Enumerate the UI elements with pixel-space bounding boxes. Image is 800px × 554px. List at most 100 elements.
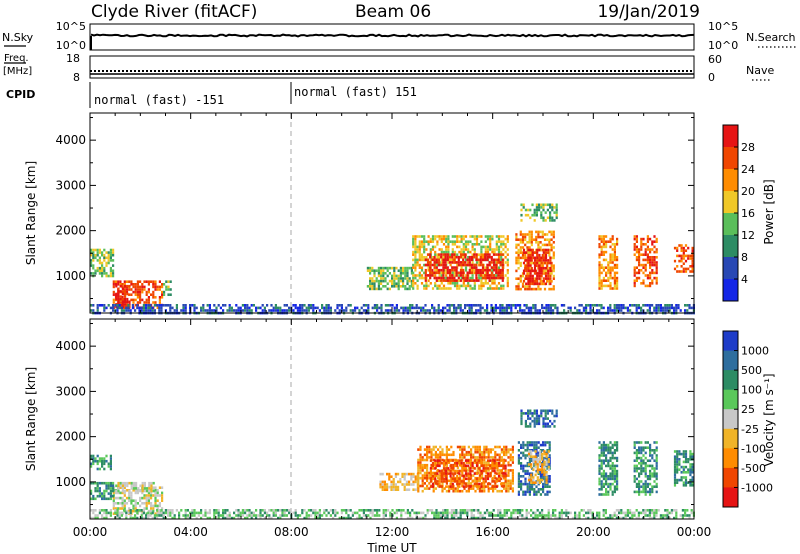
power-echo-cell	[116, 306, 119, 310]
power-echo-cell	[414, 235, 417, 238]
power-echo-cell	[538, 259, 541, 262]
velocity-echo-cell	[530, 450, 533, 453]
power-echo-cell	[555, 213, 558, 217]
power-echo-cell	[169, 306, 172, 310]
power-echo-cell	[609, 274, 612, 277]
velocity-echo-cell	[544, 422, 547, 426]
power-echo-cell	[418, 243, 421, 246]
power-echo-cell	[635, 271, 638, 275]
power-echo-cell	[257, 306, 260, 310]
velocity-echo-cell	[555, 409, 558, 413]
power-echo-cell	[607, 309, 610, 312]
power-echo-cell	[453, 253, 456, 256]
power-echo-cell	[633, 243, 636, 246]
power-echo-cell	[433, 263, 436, 267]
power-echo-cell	[489, 237, 492, 241]
power-echo-cell	[433, 266, 436, 269]
velocity-echo-cell	[497, 511, 500, 515]
velocity-echo-cell	[552, 514, 555, 517]
power-echo-cell	[560, 304, 563, 307]
velocity-echo-cell	[648, 516, 651, 520]
power-echo-cell	[107, 274, 110, 278]
velocity-echo-cell	[465, 461, 468, 464]
velocity-echo-cell	[498, 479, 501, 483]
power-echo-cell	[486, 258, 489, 262]
power-echo-cell	[525, 304, 528, 307]
power-echo-cell	[649, 271, 652, 275]
velocity-echo-cell	[497, 474, 501, 478]
power-echo-cell	[538, 256, 541, 260]
power-echo-cell	[112, 309, 115, 312]
power-echo-cell	[402, 266, 405, 270]
velocity-echo-cell	[382, 509, 385, 512]
velocity-echo-cell	[560, 516, 563, 520]
velocity-echo-cell	[439, 471, 442, 475]
velocity-echo-cell	[430, 453, 433, 457]
power-echo-cell	[451, 266, 454, 269]
velocity-echo-cell	[525, 514, 528, 517]
power-echo-cell	[418, 248, 421, 251]
power-echo-cell	[134, 283, 137, 286]
velocity-echo-cell	[511, 445, 514, 449]
velocity-echo-cell	[481, 514, 484, 517]
velocity-echo-cell	[668, 511, 671, 515]
power-echo-cell	[596, 304, 599, 307]
power-echo-cell	[128, 284, 131, 288]
velocity-echo-cell	[116, 514, 119, 517]
power-echo-cell	[464, 245, 468, 249]
power-echo-cell	[482, 253, 485, 256]
velocity-echo-cell	[438, 482, 441, 486]
velocity-echo-cell	[434, 474, 437, 478]
velocity-echo-cell	[101, 492, 104, 495]
velocity-echo-cell	[449, 474, 452, 478]
velocity-echo-cell	[146, 487, 149, 490]
power-echo-cell	[101, 274, 104, 278]
power-echo-cell	[600, 250, 603, 254]
velocity-echo-cell	[509, 482, 512, 485]
power-echo-cell	[195, 306, 198, 310]
power-echo-cell	[167, 285, 170, 289]
velocity-echo-cell	[246, 514, 249, 517]
velocity-echo-cell	[105, 497, 108, 501]
power-echo-cell	[112, 272, 115, 275]
power-echo-cell	[296, 306, 299, 310]
power-echo-cell	[414, 276, 417, 280]
power-echo-cell	[691, 262, 694, 265]
power-echo-cell	[687, 267, 690, 271]
power-echo-cell	[530, 309, 533, 312]
velocity-echo-cell	[105, 514, 108, 517]
power-echo-cell	[611, 235, 614, 238]
power-echo-cell	[303, 309, 306, 312]
velocity-echo-cell	[529, 417, 532, 420]
power-echo-cell	[114, 304, 117, 307]
power-echo-cell	[467, 248, 470, 251]
power-echo-cell	[491, 248, 494, 251]
power-echo-cell	[414, 245, 417, 249]
power-echo-cell	[500, 284, 503, 288]
power-echo-cell	[635, 304, 638, 307]
velocity-echo-cell	[534, 450, 537, 453]
power-echo-cell	[386, 287, 389, 291]
velocity-echo-cell	[150, 507, 153, 510]
power-echo-cell	[501, 271, 504, 275]
velocity-echo-cell	[509, 448, 512, 451]
power-echo-cell	[206, 309, 209, 312]
velocity-echo-cell	[268, 514, 271, 517]
power-echo-cell	[640, 237, 643, 241]
power-echo-cell	[124, 303, 127, 306]
velocity-echo-cell	[307, 516, 310, 520]
power-echo-cell	[493, 287, 496, 290]
power-echo-cell	[117, 287, 120, 291]
power-echo-cell	[124, 292, 127, 296]
power-echo-cell	[638, 271, 641, 275]
power-echo-cell	[424, 309, 427, 312]
power-echo-cell	[136, 288, 139, 291]
power-echo-cell	[147, 280, 150, 283]
power-echo-cell	[393, 272, 396, 275]
velocity-echo-cell	[456, 466, 459, 470]
power-echo-cell	[492, 274, 496, 277]
power-echo-cell	[605, 271, 608, 275]
velocity-echo-cell	[596, 516, 599, 520]
power-echo-cell	[126, 297, 129, 301]
power-echo-cell	[117, 292, 120, 296]
